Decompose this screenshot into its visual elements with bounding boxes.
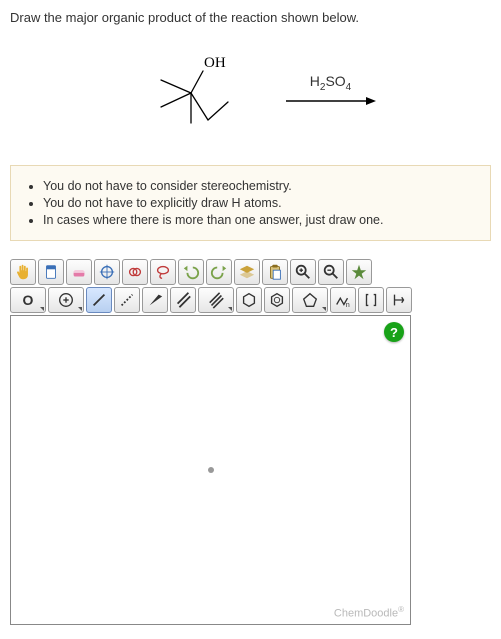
toolbar-row-1 (10, 259, 450, 285)
benzene-ring[interactable] (264, 287, 290, 313)
svg-text:OH: OH (204, 55, 226, 71)
drawing-canvas[interactable]: ? ChemDoodle® (10, 315, 411, 625)
triple-bond[interactable] (198, 287, 234, 313)
double-bond[interactable] (170, 287, 196, 313)
hex-ring[interactable] (236, 287, 262, 313)
chemdoodle-brand: ChemDoodle® (334, 605, 404, 620)
zoom-in-tool[interactable] (290, 259, 316, 285)
question-prompt: Draw the major organic product of the re… (10, 10, 491, 25)
wedge-bond[interactable] (142, 287, 168, 313)
hint-item: In cases where there is more than one an… (43, 213, 476, 227)
eraser-tool[interactable] (66, 259, 92, 285)
reaction-scheme: OH H2SO4 (10, 40, 491, 140)
hints-box: You do not have to consider stereochemis… (10, 165, 491, 241)
undo-tool[interactable] (178, 259, 204, 285)
rings-tool[interactable] (122, 259, 148, 285)
charge-tool[interactable] (48, 287, 84, 313)
star-tool[interactable] (346, 259, 372, 285)
chemdoodle-editor: On ? ChemDoodle® (10, 259, 450, 625)
align-tool[interactable] (386, 287, 412, 313)
svg-text:n: n (346, 300, 350, 309)
help-button[interactable]: ? (384, 322, 404, 342)
chain-tool[interactable]: n (330, 287, 356, 313)
hand-tool[interactable] (10, 259, 36, 285)
reaction-arrow-icon (286, 95, 376, 107)
single-bond[interactable] (86, 287, 112, 313)
dotted-bond[interactable] (114, 287, 140, 313)
hint-item: You do not have to consider stereochemis… (43, 179, 476, 193)
canvas-center-dot (208, 467, 214, 473)
toolbar-row-2: On (10, 287, 450, 313)
bracket-tool[interactable] (358, 287, 384, 313)
zoom-out-tool[interactable] (318, 259, 344, 285)
layers-tool[interactable] (234, 259, 260, 285)
reagent-label: H2SO4 (310, 73, 351, 93)
starting-material: OH (126, 45, 256, 135)
element-o[interactable]: O (10, 287, 46, 313)
pent-ring[interactable] (292, 287, 328, 313)
paste-tool[interactable] (262, 259, 288, 285)
reaction-arrow-group: H2SO4 (286, 73, 376, 107)
snap-tool[interactable] (94, 259, 120, 285)
doc-tool[interactable] (38, 259, 64, 285)
lasso-tool[interactable] (150, 259, 176, 285)
hint-item: You do not have to explicitly draw H ato… (43, 196, 476, 210)
redo-tool[interactable] (206, 259, 232, 285)
